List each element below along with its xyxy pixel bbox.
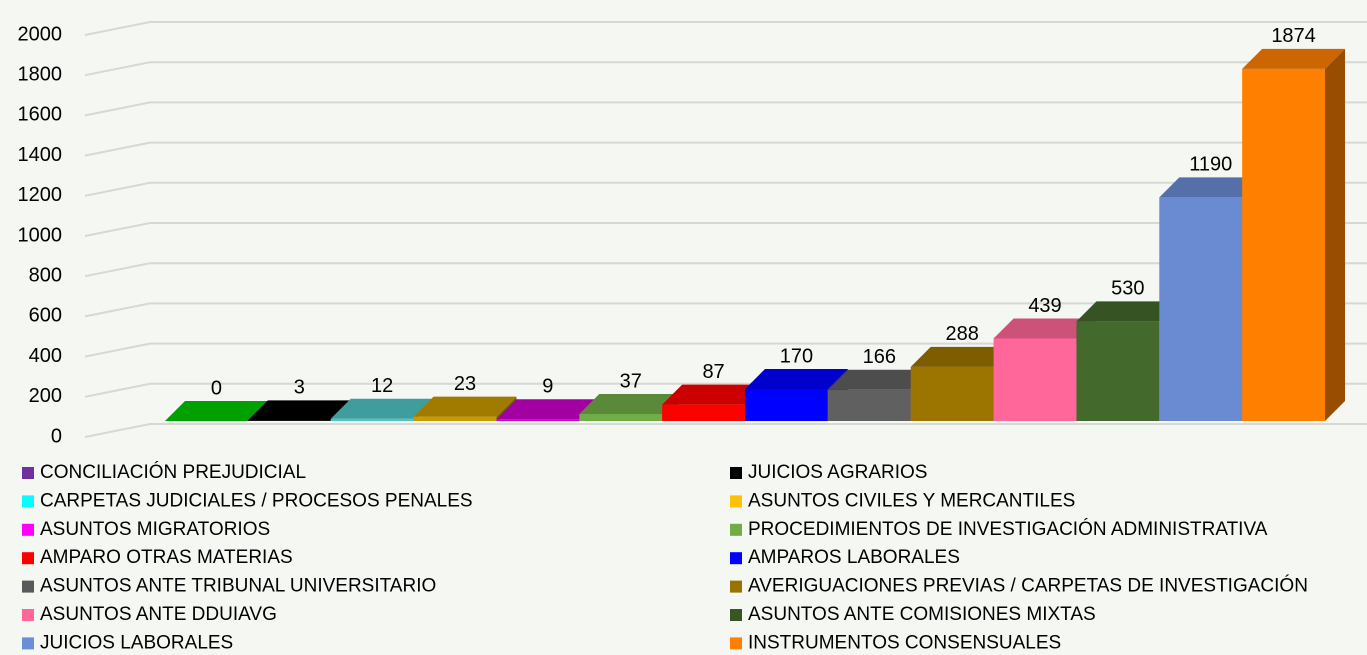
legend-label: ASUNTOS MIGRATORIOS bbox=[40, 519, 270, 540]
grid-line bbox=[84, 21, 1367, 36]
bar-front bbox=[1076, 321, 1160, 421]
legend-swatch bbox=[730, 467, 742, 479]
data-label: 37 bbox=[620, 370, 642, 392]
legend-swatch bbox=[22, 523, 34, 536]
legend-label: AMPAROS LABORALES bbox=[748, 547, 960, 568]
legend-label: JUICIOS LABORALES bbox=[40, 632, 233, 653]
bar-front bbox=[827, 389, 911, 421]
bar-front bbox=[1242, 68, 1325, 421]
bar-front bbox=[247, 420, 331, 421]
data-label: 1190 bbox=[1189, 154, 1232, 176]
data-label: 9 bbox=[542, 376, 553, 398]
grid-line bbox=[84, 262, 1367, 278]
bar-top bbox=[330, 398, 434, 419]
y-tick-label: 200 bbox=[29, 385, 62, 407]
legend-swatch bbox=[730, 580, 742, 593]
bar-top bbox=[662, 384, 765, 405]
legend-swatch bbox=[730, 495, 742, 508]
data-label: 0 bbox=[211, 377, 222, 399]
y-tick-label: 1400 bbox=[18, 144, 63, 166]
legend-label: ASUNTOS ANTE DDUIAVG bbox=[40, 604, 277, 625]
legend-swatch bbox=[730, 609, 742, 621]
bar-top bbox=[1242, 48, 1345, 69]
grid-line bbox=[84, 61, 1367, 77]
bar-front bbox=[745, 389, 828, 421]
bar bbox=[662, 384, 765, 421]
legend-swatch bbox=[22, 609, 34, 621]
bar-front bbox=[579, 414, 663, 421]
legend-label: CARPETAS JUDICIALES / PROCESOS PENALES bbox=[40, 490, 473, 511]
bar bbox=[745, 369, 848, 421]
data-label: 87 bbox=[702, 361, 724, 383]
legend-label: CONCILIACIÓN PREJUDICIAL bbox=[40, 461, 306, 483]
legend-label: AMPARO OTRAS MATERIAS bbox=[40, 547, 293, 568]
data-label: 3 bbox=[294, 377, 305, 399]
legend-swatch bbox=[22, 467, 34, 479]
bar-front bbox=[496, 419, 580, 421]
y-tick-label: 400 bbox=[29, 345, 62, 367]
y-tick-label: 0 bbox=[51, 425, 62, 447]
data-label: 170 bbox=[780, 345, 813, 367]
bar-top bbox=[745, 369, 848, 390]
grid-line bbox=[84, 101, 1367, 117]
bar-top bbox=[993, 318, 1097, 339]
bar-top bbox=[247, 400, 351, 421]
legend-label: ASUNTOS CIVILES Y MERCANTILES bbox=[748, 490, 1075, 511]
grid-line bbox=[84, 423, 1367, 438]
data-label: 23 bbox=[454, 373, 476, 395]
legend-swatch bbox=[730, 552, 742, 565]
y-tick-label: 800 bbox=[29, 264, 62, 286]
data-label: 530 bbox=[1111, 278, 1144, 300]
bar-top bbox=[910, 346, 1014, 367]
y-tick-label: 2000 bbox=[18, 23, 63, 45]
bar-top bbox=[496, 399, 600, 420]
y-tick-label: 1600 bbox=[18, 104, 63, 126]
legend-label: AVERIGUACIONES PREVIAS / CARPETAS DE INV… bbox=[748, 575, 1308, 597]
bar-front bbox=[662, 404, 745, 421]
bar-front bbox=[413, 416, 497, 421]
data-label: 12 bbox=[371, 375, 393, 397]
data-label: 288 bbox=[945, 323, 978, 345]
legend-swatch bbox=[730, 637, 742, 650]
bar-front bbox=[993, 338, 1077, 421]
bar-top bbox=[413, 396, 517, 417]
data-label: 1874 bbox=[1271, 25, 1316, 47]
data-label: 439 bbox=[1028, 295, 1061, 317]
y-tick-label: 600 bbox=[29, 305, 62, 327]
legend-label: ASUNTOS ANTE COMISIONES MIXTAS bbox=[748, 604, 1096, 625]
legend-swatch bbox=[22, 552, 34, 565]
legend-label: INSTRUMENTOS CONSENSUALES bbox=[748, 632, 1061, 653]
legend-swatch bbox=[22, 580, 34, 593]
legend-swatch bbox=[22, 495, 34, 508]
grid-line bbox=[84, 222, 1367, 237]
bar-top bbox=[1076, 301, 1180, 322]
legend-label: ASUNTOS ANTE TRIBUNAL UNIVERSITARIO bbox=[40, 576, 436, 597]
bar-side bbox=[1325, 48, 1345, 421]
bar-front bbox=[330, 418, 414, 421]
bar-top bbox=[579, 394, 683, 415]
grid-line bbox=[84, 141, 1367, 157]
data-label: 166 bbox=[863, 346, 896, 368]
grid-line bbox=[84, 302, 1367, 318]
bar bbox=[165, 401, 268, 421]
bar bbox=[1242, 48, 1345, 421]
legend-swatch bbox=[22, 637, 34, 650]
grid-line bbox=[84, 342, 1367, 358]
y-tick-label: 1800 bbox=[18, 63, 63, 85]
legend-label: JUICIOS AGRARIOS bbox=[748, 462, 927, 483]
bar-front bbox=[1159, 197, 1243, 421]
legend-swatch bbox=[730, 523, 742, 536]
bar-top bbox=[165, 401, 268, 421]
grid-line bbox=[84, 181, 1367, 197]
y-tick-label: 1000 bbox=[18, 224, 63, 246]
legend-label: PROCEDIMIENTOS DE INVESTIGACIÓN ADMINIST… bbox=[748, 518, 1268, 540]
bar-top bbox=[1159, 177, 1263, 198]
bar-top bbox=[827, 369, 931, 390]
bar-front bbox=[910, 366, 994, 421]
y-tick-label: 1200 bbox=[18, 184, 63, 206]
